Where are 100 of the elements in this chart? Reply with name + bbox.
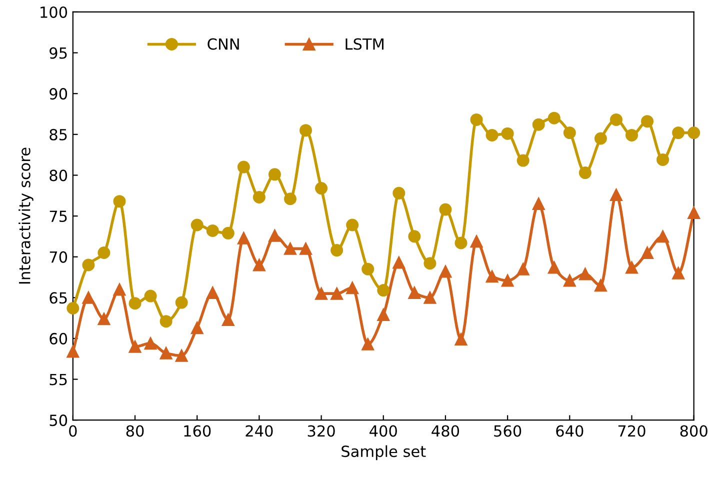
point — [470, 113, 483, 126]
point — [439, 203, 452, 216]
point — [563, 126, 576, 140]
point — [113, 195, 126, 208]
point — [222, 313, 234, 326]
point — [641, 115, 654, 128]
point — [594, 132, 607, 145]
point — [252, 258, 266, 272]
point — [330, 244, 344, 257]
point — [128, 340, 142, 353]
y-tick-label: 70 — [50, 251, 68, 263]
point — [190, 218, 204, 232]
point — [439, 265, 452, 278]
point — [113, 283, 126, 296]
point — [284, 192, 296, 206]
point — [454, 333, 468, 346]
x-tick-label: 240 — [246, 425, 273, 437]
point — [501, 274, 514, 287]
point — [237, 160, 250, 174]
point — [222, 226, 234, 240]
point — [424, 257, 436, 270]
point — [594, 279, 607, 292]
point — [377, 308, 390, 322]
point — [486, 128, 498, 142]
y-tick-label: 60 — [50, 332, 68, 344]
point — [672, 126, 685, 140]
point — [392, 186, 406, 200]
point — [346, 282, 359, 294]
y-tick-label: 55 — [50, 374, 67, 386]
point — [377, 284, 390, 297]
point — [688, 126, 700, 140]
point — [82, 291, 95, 304]
point — [82, 258, 95, 272]
point — [408, 286, 421, 300]
point — [424, 291, 436, 304]
point — [315, 287, 328, 300]
point — [641, 246, 654, 260]
point — [175, 349, 188, 362]
point — [578, 166, 592, 180]
x-tick-label: 640 — [556, 425, 584, 437]
point — [160, 315, 172, 328]
point — [300, 242, 312, 255]
point — [563, 274, 576, 287]
point — [206, 224, 219, 237]
point — [392, 256, 406, 269]
point — [98, 312, 110, 326]
point — [532, 198, 545, 210]
point — [66, 302, 80, 315]
x-tick-label: 160 — [184, 425, 211, 437]
point — [610, 188, 622, 202]
point — [626, 261, 638, 274]
point — [175, 296, 188, 309]
point — [532, 118, 545, 131]
point — [315, 182, 328, 195]
point — [190, 322, 204, 334]
point — [237, 232, 250, 244]
x-tick-label: 80 — [126, 425, 144, 437]
point — [578, 268, 592, 280]
x-tick-label: 480 — [432, 425, 460, 437]
legend-label: CNN — [208, 38, 239, 50]
point — [98, 246, 110, 260]
x-tick-label: 560 — [494, 425, 522, 437]
y-tick-label: 95 — [50, 47, 67, 59]
legend-label: LSTM — [346, 38, 384, 50]
point — [626, 128, 638, 142]
point — [252, 191, 266, 204]
point — [486, 270, 498, 283]
point — [66, 345, 80, 358]
x-tick-label: 720 — [618, 425, 646, 437]
point — [408, 230, 421, 243]
point — [268, 229, 281, 242]
x-tick-label: 400 — [370, 425, 397, 437]
point — [362, 338, 374, 350]
point — [206, 286, 219, 300]
y-tick-label: 65 — [50, 292, 67, 304]
point — [516, 262, 530, 276]
point — [454, 236, 468, 250]
x-axis-title: Sample set — [342, 445, 426, 460]
x-tick-label: 320 — [308, 425, 335, 437]
point — [160, 346, 172, 360]
point — [672, 266, 685, 280]
point — [330, 287, 344, 300]
y-tick-label: 90 — [50, 88, 68, 100]
point — [144, 337, 157, 350]
y-tick-label: 100 — [40, 6, 68, 18]
point — [501, 127, 514, 140]
y-tick-label: 80 — [50, 170, 68, 182]
point — [346, 218, 359, 232]
x-tick-label: 800 — [680, 425, 708, 437]
point — [362, 262, 374, 276]
point — [144, 290, 157, 302]
point — [548, 112, 560, 124]
x-tick-label: 0 — [69, 425, 77, 437]
y-tick-label: 85 — [50, 128, 67, 140]
point — [656, 230, 670, 243]
point — [128, 297, 142, 310]
point — [656, 153, 670, 166]
y-tick-label: 50 — [50, 414, 68, 426]
point — [610, 113, 622, 126]
point — [548, 261, 560, 274]
